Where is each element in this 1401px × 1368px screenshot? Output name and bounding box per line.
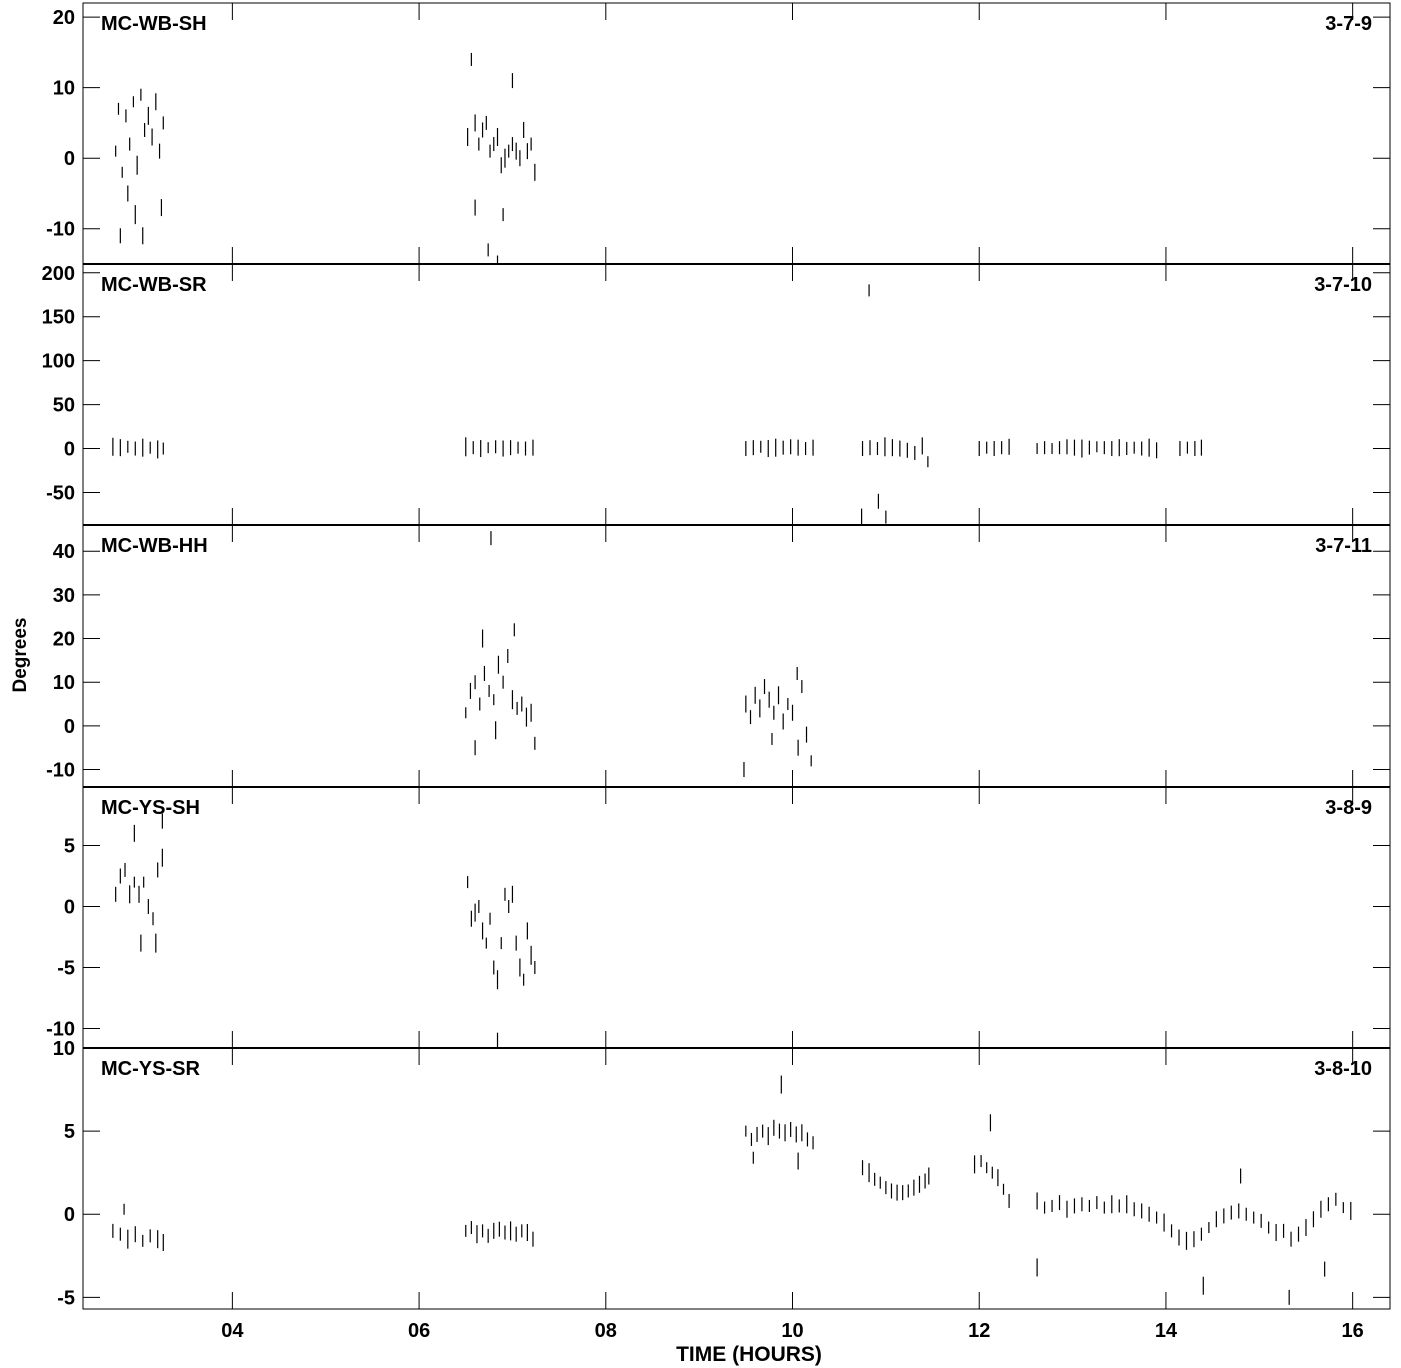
y-tick-label: -10 [46,1018,75,1040]
y-tick-label: 20 [53,7,75,29]
y-tick-label: -10 [46,219,75,241]
x-tick-label: 04 [221,1320,244,1342]
y-tick-label: 10 [53,672,75,694]
y-tick-label: 40 [53,541,75,563]
panel-frame [82,1047,1391,1310]
panel-frame [82,524,1391,788]
y-tick-label: 0 [64,897,75,919]
panel-name: MC-YS-SH [101,797,200,819]
y-tick-label: -5 [57,958,75,980]
y-tick-label: 100 [42,351,75,373]
y-tick-label: 200 [42,263,75,285]
y-tick-label: 0 [64,716,75,738]
panel-name: MC-WB-SH [101,13,207,35]
y-tick-label: -5 [57,1287,75,1309]
panel-frame [82,263,1391,526]
y-tick-label: -10 [46,760,75,782]
panel: -10 -5 0 5 MC-YS-SH 3-8-9 [46,786,1391,1049]
panel: -50 0 50 100 150 200 MC-WB-SR 3-7-10 [42,263,1391,526]
panel-frame [82,2,1391,265]
panel-id: 3-8-10 [1314,1058,1372,1080]
panel-id: 3-8-9 [1325,797,1372,819]
y-tick-label: 0 [64,1204,75,1226]
x-tick-label: 10 [781,1320,803,1342]
panel: -5 0 5 10 MC-YS-SR 3-8-10 [53,1038,1391,1310]
y-tick-label: 0 [64,148,75,170]
y-tick-label: 10 [53,1038,75,1060]
y-tick-label: -50 [46,482,75,504]
y-tick-label: 20 [53,629,75,651]
panel-frame [82,786,1391,1049]
x-axis-label: TIME (HOURS) [676,1343,822,1366]
panel-name: MC-WB-SR [101,274,207,296]
y-tick-label: 5 [64,836,75,858]
x-tick-label: 16 [1342,1320,1364,1342]
y-axis-label: Degrees [10,618,31,693]
panel-name: MC-YS-SR [101,1058,200,1080]
panel-id: 3-7-11 [1315,535,1372,557]
panel-id: 3-7-10 [1314,274,1372,296]
y-tick-label: 50 [53,395,75,417]
x-tick-label: 14 [1155,1320,1178,1342]
panel: -10 0 10 20 30 40 MC-WB-HH 3-7-11 [46,524,1391,788]
panel: -10 0 10 20 MC-WB-SH 3-7-9 [46,2,1391,265]
y-tick-label: 150 [42,307,75,329]
y-tick-label: 30 [53,585,75,607]
x-tick-label: 06 [408,1320,430,1342]
x-tick-label: 12 [968,1320,990,1342]
y-tick-label: 0 [64,439,75,461]
x-tick-label: 08 [595,1320,617,1342]
panel-id: 3-7-9 [1325,13,1372,35]
y-tick-label: 5 [64,1121,75,1143]
y-tick-label: 10 [53,78,75,100]
panel-name: MC-WB-HH [101,535,208,557]
